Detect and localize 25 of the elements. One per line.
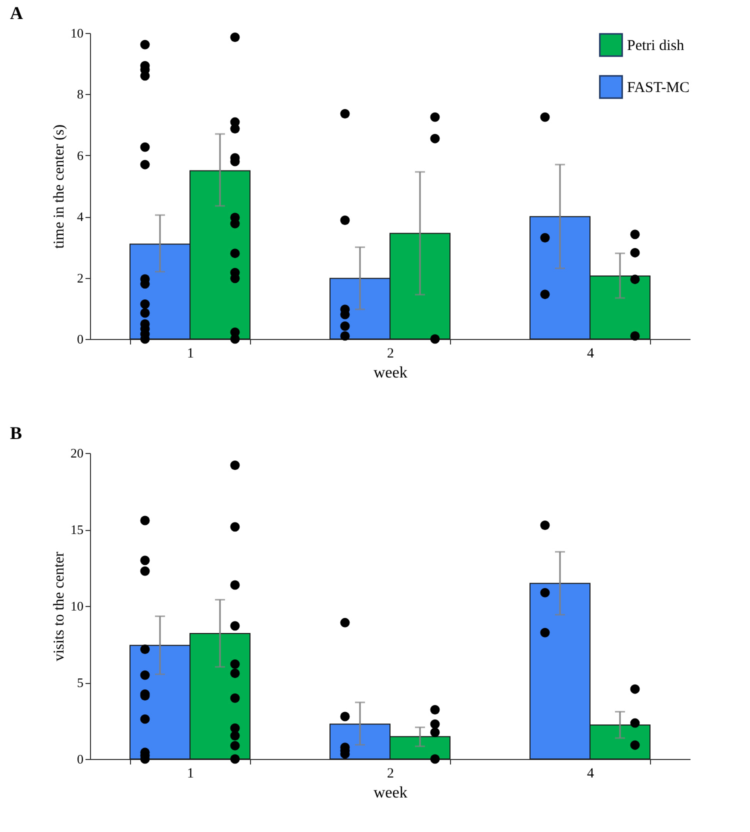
y-tick-label: 6 xyxy=(77,148,84,163)
y-tick-label: 10 xyxy=(70,26,84,40)
x-tick-label: 4 xyxy=(587,766,594,782)
y-tick-label: 0 xyxy=(77,752,84,766)
y-axis-title: visits to the center xyxy=(52,552,68,662)
y-tick-label: 5 xyxy=(77,675,84,690)
x-tick-label: 2 xyxy=(387,766,394,782)
x-tick-label: 1 xyxy=(187,346,194,362)
y-tick-label: 10 xyxy=(70,598,84,614)
x-tick-label: 4 xyxy=(587,346,594,362)
x-axis-title: week xyxy=(374,784,408,802)
legend-label: FAST-MC xyxy=(627,80,690,96)
y-tick-label: 8 xyxy=(77,86,84,102)
chart-title: B xyxy=(10,423,22,443)
y-tick-label: 15 xyxy=(70,522,84,537)
y-tick-label: 2 xyxy=(77,270,84,286)
x-tick-label: 2 xyxy=(387,346,394,362)
chart-title: A xyxy=(10,3,23,23)
y-tick-label: 4 xyxy=(77,209,84,224)
x-tick-label: 1 xyxy=(187,766,194,782)
y-tick-label: 0 xyxy=(77,332,84,346)
y-axis-title: time in the center (s) xyxy=(52,124,68,249)
y-tick-label: 20 xyxy=(70,446,84,460)
legend-label: Petri dish xyxy=(627,38,685,54)
x-axis-title: week xyxy=(374,364,408,382)
